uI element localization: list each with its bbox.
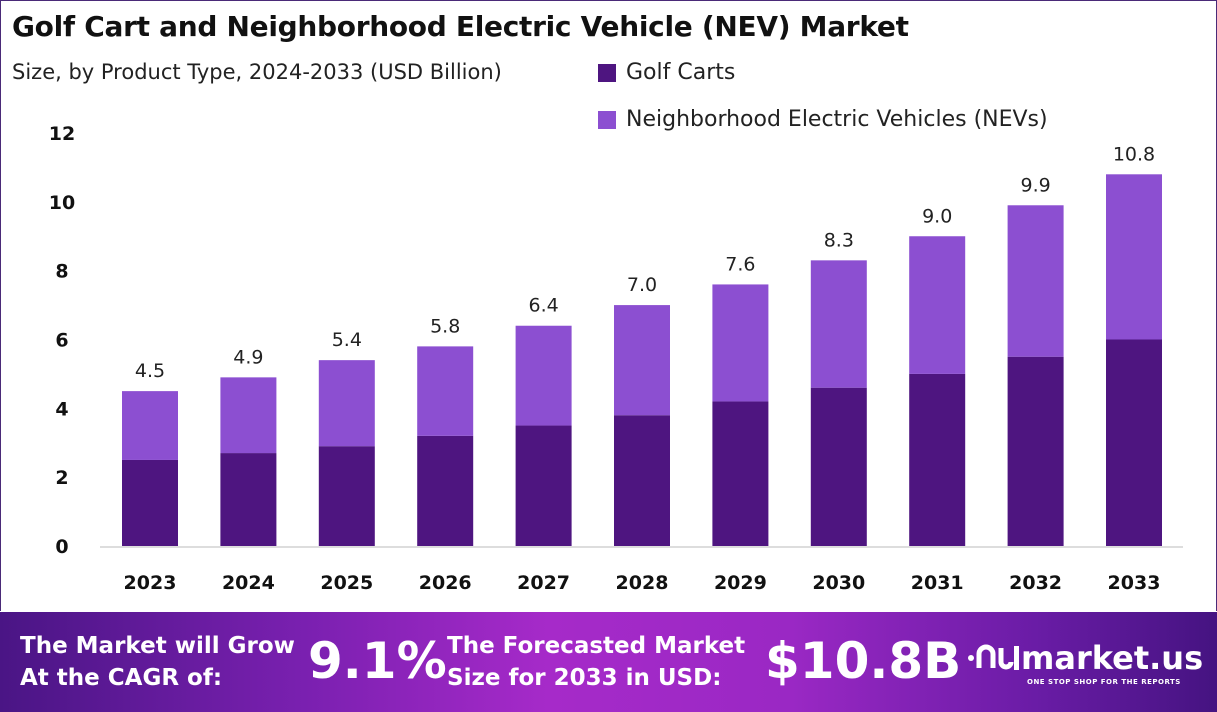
x-tick-label: 2031 bbox=[911, 572, 964, 594]
data-label-total: 9.9 bbox=[1020, 174, 1050, 196]
bar-segment-golf-carts bbox=[515, 425, 572, 546]
x-tick-label: 2028 bbox=[616, 572, 669, 594]
y-tick-label: 8 bbox=[55, 261, 68, 283]
data-label-total: 8.3 bbox=[824, 229, 854, 251]
bar-segment-golf-carts bbox=[1007, 356, 1064, 546]
data-label-total: 7.0 bbox=[627, 274, 657, 296]
data-label-total: 9.0 bbox=[922, 205, 952, 227]
data-label-total: 4.9 bbox=[233, 346, 263, 368]
cagr-label-line2: At the CAGR of: bbox=[20, 665, 223, 691]
bar-segment-golf-carts bbox=[122, 459, 178, 546]
bar-segment-golf-carts bbox=[417, 435, 474, 546]
bar-segment-nevs bbox=[712, 284, 769, 402]
y-tick-label: 6 bbox=[55, 330, 68, 352]
cagr-value: 9.1% bbox=[308, 632, 447, 690]
legend-label: Golf Carts bbox=[626, 60, 736, 85]
x-tick-label: 2033 bbox=[1108, 572, 1161, 594]
data-label-total: 7.6 bbox=[725, 253, 755, 275]
forecast-label-line2: Size for 2033 in USD: bbox=[447, 665, 722, 691]
bar-segment-nevs bbox=[417, 346, 474, 436]
cagr-label: The Market will Grow At the CAGR of: bbox=[20, 630, 295, 694]
legend-swatch bbox=[598, 110, 616, 129]
x-tick-label: 2030 bbox=[812, 572, 865, 594]
legend-label: Neighborhood Electric Vehicles (NEVs) bbox=[626, 107, 1048, 132]
bar-segment-golf-carts bbox=[712, 401, 769, 546]
logo-name: market.us bbox=[1021, 639, 1204, 677]
y-tick-label: 0 bbox=[55, 536, 68, 558]
bar-segment-nevs bbox=[614, 305, 670, 416]
bar-segment-nevs bbox=[515, 325, 572, 426]
x-tick-label: 2026 bbox=[419, 572, 472, 594]
bar-segment-nevs bbox=[810, 260, 867, 388]
x-tick-label: 2027 bbox=[517, 572, 570, 594]
x-tick-label: 2025 bbox=[320, 572, 373, 594]
y-tick-label: 10 bbox=[49, 192, 75, 214]
bar-segment-nevs bbox=[1106, 174, 1162, 340]
x-tick-label: 2023 bbox=[124, 572, 177, 594]
x-tick-label: 2032 bbox=[1009, 572, 1062, 594]
bar-chart: 0 2 4 6 8 10 12 4.5 2023 4.9 2024 5.4 2025 5.8 2026 6.4… bbox=[49, 123, 1183, 594]
logo-icon bbox=[968, 644, 1019, 670]
cagr-label-line1: The Market will Grow bbox=[20, 633, 295, 659]
y-tick-label: 2 bbox=[55, 467, 68, 489]
footer-banner: The Market will Grow At the CAGR of: 9.1… bbox=[0, 612, 1217, 712]
forecast-label-line1: The Forecasted Market bbox=[447, 633, 746, 659]
bar-segment-golf-carts bbox=[318, 446, 375, 546]
legend-item-nevs: Neighborhood Electric Vehicles (NEVs) bbox=[598, 107, 1048, 132]
bar-segment-golf-carts bbox=[810, 387, 867, 546]
chart-title: Golf Cart and Neighborhood Electric Vehi… bbox=[12, 10, 909, 43]
data-label-total: 5.4 bbox=[332, 329, 362, 351]
y-tick-label: 4 bbox=[55, 398, 68, 420]
x-tick-label: 2024 bbox=[222, 572, 275, 594]
bar-segment-nevs bbox=[122, 391, 178, 460]
legend-item-golf-carts: Golf Carts bbox=[598, 60, 735, 85]
logo-tagline: ONE STOP SHOP FOR THE REPORTS bbox=[1027, 678, 1181, 686]
x-tick-label: 2029 bbox=[714, 572, 767, 594]
forecast-label: The Forecasted Market Size for 2033 in U… bbox=[447, 630, 745, 694]
data-label-total: 6.4 bbox=[528, 295, 558, 317]
bar-segment-nevs bbox=[1007, 205, 1064, 357]
bar-segment-nevs bbox=[318, 360, 375, 447]
data-label-total: 5.8 bbox=[430, 315, 460, 337]
bar-segment-golf-carts bbox=[1106, 339, 1162, 546]
bar-segment-golf-carts bbox=[614, 415, 670, 546]
y-tick-label: 12 bbox=[49, 123, 75, 145]
bar-segment-golf-carts bbox=[909, 373, 966, 546]
bar-segment-nevs bbox=[220, 377, 277, 454]
data-label-total: 4.5 bbox=[135, 360, 165, 382]
bar-segment-golf-carts bbox=[220, 453, 277, 546]
bar-segment-nevs bbox=[909, 236, 966, 374]
market-us-logo: market.us ONE STOP SHOP FOR THE REPORTS bbox=[965, 638, 1204, 686]
data-label-total: 10.8 bbox=[1113, 143, 1155, 165]
chart-subtitle: Size, by Product Type, 2024-2033 (USD Bi… bbox=[12, 60, 502, 84]
forecast-value: $10.8B bbox=[765, 632, 962, 690]
legend-swatch bbox=[598, 63, 616, 82]
